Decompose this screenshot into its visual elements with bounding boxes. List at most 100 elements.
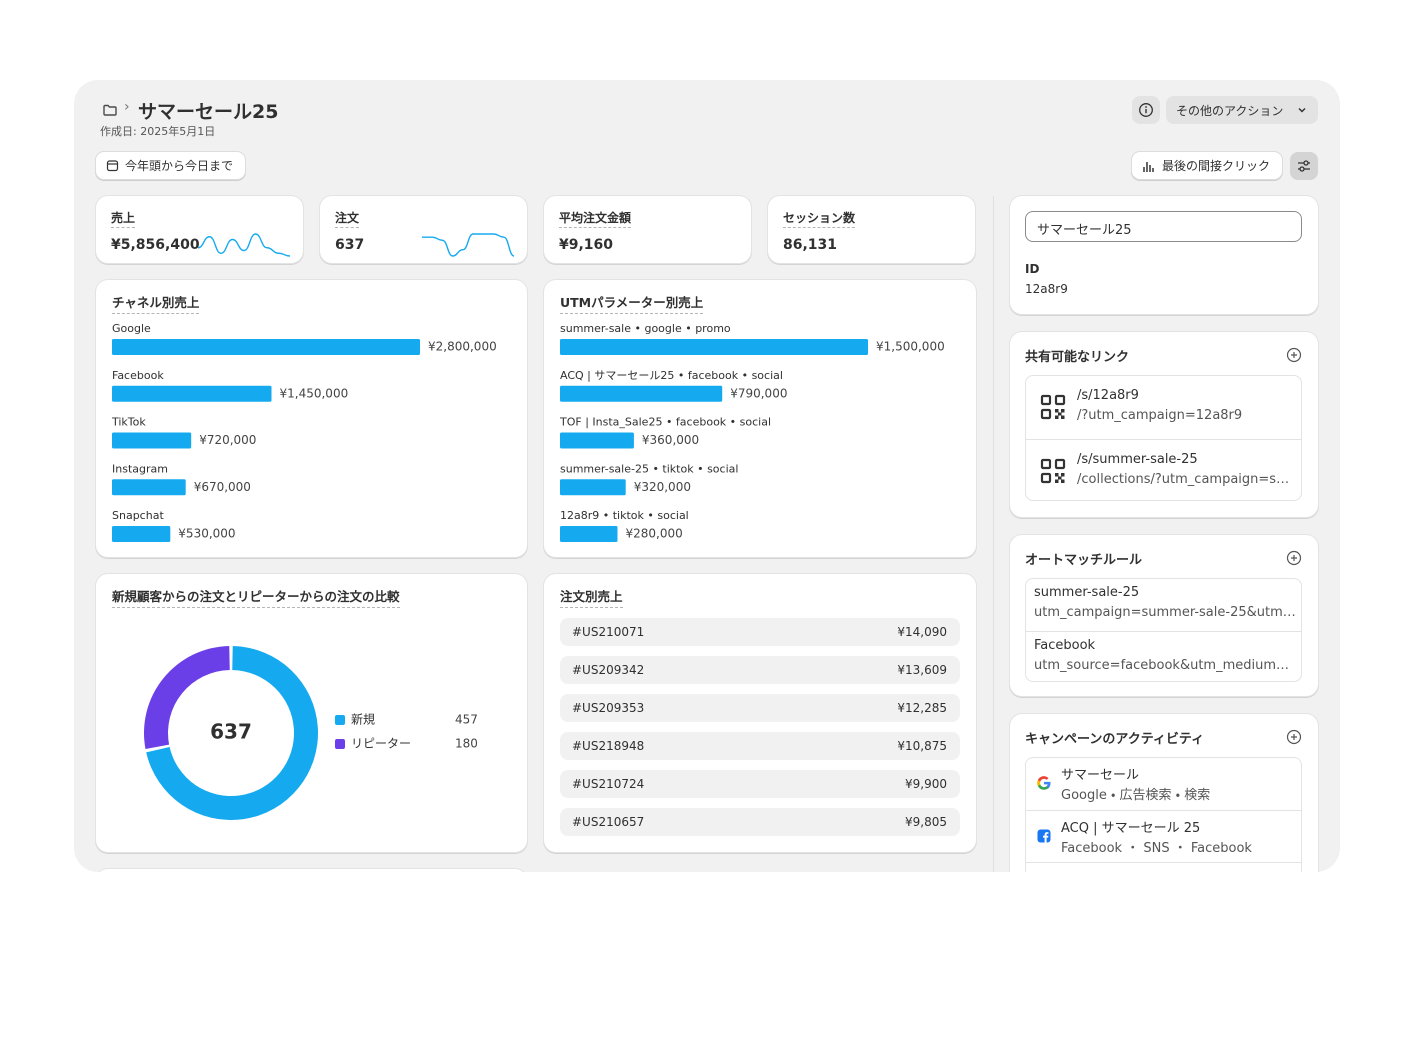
donut-total: 637 (210, 720, 252, 744)
list-box: サマーセール Google ・ 広告検索 ・ 検索 ACQ | サマーセール 25 F… (1025, 757, 1302, 872)
metric-card: 注文 637 (320, 196, 527, 263)
attribution-button[interactable]: 最後の間接クリック (1132, 152, 1282, 179)
rules-card: オートマッチルール summer-sale-25 utm_campaign=sum… (1010, 535, 1318, 696)
order-id: #US209342 (572, 663, 645, 677)
bar-value-label: ¥720,000 (199, 433, 256, 447)
page-title: サマーセール25 (138, 101, 279, 123)
details-card: サマーセール25 ID 12a8r9 (1010, 196, 1318, 314)
order-row[interactable]: #US209353 ¥12,285 (560, 694, 960, 722)
legend-label: リピーター (351, 737, 411, 751)
bar (560, 479, 626, 496)
partial-card (96, 869, 527, 872)
order-amount: ¥12,285 (897, 701, 947, 715)
bar-category: Instagram (112, 462, 168, 475)
card-title: キャンペーンのアクティビティ (1025, 732, 1205, 747)
bar-value-label: ¥2,800,000 (428, 340, 497, 354)
facebook-icon (1037, 829, 1051, 843)
bar (112, 339, 420, 355)
order-id: #US209353 (572, 701, 645, 715)
card-title: 共有可能なリンク (1025, 350, 1130, 365)
link-path: /s/summer-sale-25 (1077, 452, 1198, 467)
date-range-label: 今年頭から今日まで (125, 159, 234, 173)
list-box: /s/12a8r9 /?utm_campaign=12a8r9/s/summer-… (1025, 375, 1302, 501)
qr-icon (1040, 394, 1066, 420)
order-row[interactable]: #US218948 ¥10,875 (560, 732, 960, 760)
order-amount: ¥10,875 (897, 739, 947, 753)
bar-value-label: ¥1,500,000 (876, 340, 945, 354)
rule-item[interactable]: summer-sale-25 utm_campaign=summer-sale-2… (1026, 579, 1301, 631)
legend-value: 180 (455, 737, 478, 751)
created-date: 作成日: 2025年5月1日 (100, 125, 216, 138)
activity-item[interactable]: サマーセール Google ・ 広告検索 ・ 検索 (1026, 758, 1301, 810)
name-input[interactable]: サマーセール25 (1025, 211, 1302, 242)
order-id: #US210724 (572, 777, 645, 791)
metric-card: セッション数 86,131 (768, 196, 975, 263)
rule-name: Facebook (1034, 638, 1096, 653)
add-icon[interactable] (1286, 550, 1302, 566)
rule-value: utm_campaign=summer-sale-25&utm_s... (1034, 605, 1296, 620)
more-actions-button[interactable]: その他のアクション (1166, 96, 1318, 124)
bar-value-label: ¥530,000 (178, 527, 235, 541)
order-amount: ¥14,090 (897, 625, 947, 639)
campaign-panel: › サマーセール25 作成日: 2025年5月1日 その他のアクション 今年頭か… (74, 80, 1340, 872)
info-button[interactable] (1132, 96, 1160, 124)
link-path: /s/12a8r9 (1077, 388, 1139, 403)
metric-card: 売上 ¥5,856,400 (96, 196, 303, 263)
qr-icon (1040, 458, 1066, 484)
bar-category: 12a8r9 • tiktok • social (560, 509, 689, 522)
id-value: 12a8r9 (1025, 282, 1068, 296)
bar (112, 385, 272, 402)
sparkline (422, 233, 515, 257)
bar-value-label: ¥360,000 (642, 433, 699, 447)
bar (112, 432, 192, 449)
breadcrumb-separator: › (124, 99, 130, 115)
bar (112, 526, 171, 542)
customer-card: 新規顧客からの注文とリピーターからの注文の比較 新規 457 リピーター 180 637 (96, 574, 527, 852)
add-icon[interactable] (1286, 347, 1302, 363)
order-row[interactable]: #US210724 ¥9,900 (560, 770, 960, 798)
more-actions-label: その他のアクション (1176, 103, 1284, 118)
add-icon[interactable] (1286, 729, 1302, 745)
id-label: ID (1025, 262, 1040, 276)
date-range-button[interactable]: 今年頭から今日まで (96, 152, 245, 179)
chevron-icon (1298, 107, 1306, 113)
metric-value: ¥9,160 (559, 237, 614, 253)
metric-card: 平均注文金額 ¥9,160 (544, 196, 751, 263)
bar (560, 432, 634, 449)
link-item[interactable]: /s/12a8r9 /?utm_campaign=12a8r9 (1026, 376, 1301, 439)
sparkline (197, 233, 291, 257)
card-title: UTMパラメーター別売上 (560, 292, 704, 314)
orders-card: 注文別売上 #US210071 ¥14,090 #US209342 ¥13,609 #U… (544, 574, 976, 852)
divider (993, 196, 994, 872)
order-row[interactable]: #US210071 ¥14,090 (560, 618, 960, 646)
bar-category: TikTok (111, 416, 146, 429)
activity-name: ACQ | サマーセール 25 (1061, 869, 1200, 872)
rule-item[interactable]: Facebook utm_source=facebook&utm_medium=s… (1026, 631, 1301, 681)
metric-label: 平均注文金額 (559, 209, 632, 228)
legend-value: 457 (455, 713, 478, 727)
legend-label: 新規 (351, 712, 375, 727)
activity-detail: Facebook ・ SNS ・ Facebook (1061, 841, 1252, 856)
link-item[interactable]: /s/summer-sale-25/collections/?utm_campa… (1026, 439, 1301, 500)
legend-swatch (335, 739, 345, 749)
bar (560, 385, 723, 402)
order-amount: ¥9,805 (905, 815, 947, 829)
bar-category: ACQ | サマーセール25 • facebook • social (560, 369, 783, 382)
order-row[interactable]: #US209342 ¥13,609 (560, 656, 960, 684)
bar (560, 526, 618, 542)
bar-category: Snapchat (112, 509, 164, 522)
legend-swatch (335, 715, 345, 725)
donut-chart: 新規 457 リピーター 180 637 (144, 646, 478, 820)
bar-category: Facebook (112, 369, 164, 382)
card-title: オートマッチルール (1025, 553, 1143, 568)
list-box: summer-sale-25 utm_campaign=summer-sale-2… (1025, 578, 1302, 682)
filter-button[interactable] (1290, 152, 1318, 180)
calendar-icon (106, 160, 119, 172)
rule-name: summer-sale-25 (1034, 585, 1140, 600)
order-row[interactable]: #US210657 ¥9,805 (560, 808, 960, 836)
channel-chart: Google ¥2,800,000 Facebook ¥1,450,000 TikTok… (111, 322, 497, 542)
sparkline-line (422, 233, 515, 257)
